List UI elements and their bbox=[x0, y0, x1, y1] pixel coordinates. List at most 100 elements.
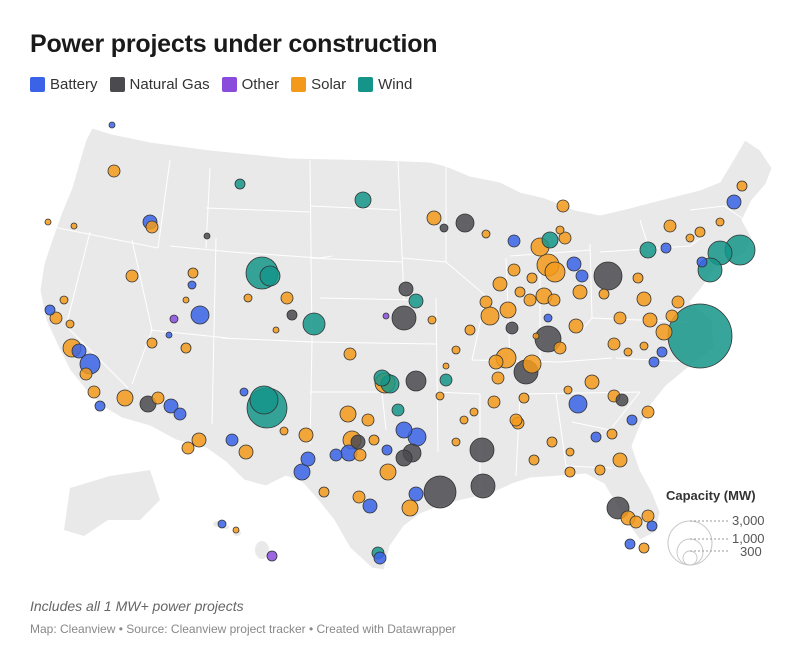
project-bubble[interactable] bbox=[638, 542, 650, 554]
legend-item-solar[interactable]: Solar bbox=[291, 76, 346, 93]
project-bubble[interactable] bbox=[243, 293, 253, 303]
project-bubble[interactable] bbox=[507, 263, 521, 277]
project-bubble[interactable] bbox=[79, 367, 93, 381]
project-bubble[interactable] bbox=[566, 256, 582, 272]
project-bubble[interactable] bbox=[481, 229, 491, 239]
project-bubble[interactable] bbox=[507, 234, 521, 248]
project-bubble[interactable] bbox=[165, 331, 173, 339]
project-bubble[interactable] bbox=[451, 345, 461, 355]
project-bubble[interactable] bbox=[439, 373, 453, 387]
project-bubble[interactable] bbox=[626, 414, 638, 426]
project-bubble[interactable] bbox=[553, 341, 567, 355]
project-bubble[interactable] bbox=[641, 509, 655, 523]
project-bubble[interactable] bbox=[532, 332, 540, 340]
project-bubble[interactable] bbox=[352, 490, 366, 504]
project-bubble[interactable] bbox=[187, 267, 199, 279]
project-bubble[interactable] bbox=[543, 313, 553, 323]
project-bubble[interactable] bbox=[663, 219, 677, 233]
project-bubble[interactable] bbox=[469, 437, 495, 463]
project-bubble[interactable] bbox=[350, 434, 366, 450]
project-bubble[interactable] bbox=[547, 293, 561, 307]
project-bubble[interactable] bbox=[518, 392, 530, 404]
project-bubble[interactable] bbox=[382, 312, 390, 320]
project-bubble[interactable] bbox=[565, 447, 575, 457]
project-bubble[interactable] bbox=[646, 520, 658, 532]
legend-item-other[interactable]: Other bbox=[221, 76, 279, 93]
project-bubble[interactable] bbox=[379, 463, 397, 481]
project-bubble[interactable] bbox=[125, 269, 139, 283]
project-bubble[interactable] bbox=[71, 343, 87, 359]
project-bubble[interactable] bbox=[190, 305, 210, 325]
project-bubble[interactable] bbox=[563, 385, 573, 395]
project-bubble[interactable] bbox=[354, 191, 372, 209]
project-bubble[interactable] bbox=[613, 311, 627, 325]
project-bubble[interactable] bbox=[509, 413, 523, 427]
project-bubble[interactable] bbox=[584, 374, 600, 390]
project-bubble[interactable] bbox=[522, 354, 542, 374]
project-bubble[interactable] bbox=[318, 486, 330, 498]
project-bubble[interactable] bbox=[280, 291, 294, 305]
project-bubble[interactable] bbox=[451, 437, 461, 447]
project-bubble[interactable] bbox=[612, 452, 628, 468]
project-bubble[interactable] bbox=[427, 315, 437, 325]
project-bubble[interactable] bbox=[395, 449, 413, 467]
project-bubble[interactable] bbox=[555, 225, 565, 235]
project-bubble[interactable] bbox=[655, 323, 673, 341]
project-bubble[interactable] bbox=[606, 428, 618, 440]
project-bubble[interactable] bbox=[629, 515, 643, 529]
project-bubble[interactable] bbox=[116, 389, 134, 407]
project-bubble[interactable] bbox=[435, 391, 445, 401]
project-bubble[interactable] bbox=[217, 519, 227, 529]
project-bubble[interactable] bbox=[439, 223, 449, 233]
project-bubble[interactable] bbox=[715, 217, 725, 227]
project-bubble[interactable] bbox=[639, 341, 649, 351]
project-bubble[interactable] bbox=[203, 232, 211, 240]
project-bubble[interactable] bbox=[593, 261, 623, 291]
project-bubble[interactable] bbox=[455, 213, 475, 233]
project-bubble[interactable] bbox=[541, 231, 559, 249]
project-bubble[interactable] bbox=[696, 256, 708, 268]
project-bubble[interactable] bbox=[469, 407, 479, 417]
project-bubble[interactable] bbox=[636, 291, 652, 307]
project-bubble[interactable] bbox=[169, 314, 179, 324]
project-bubble[interactable] bbox=[108, 121, 116, 129]
project-bubble[interactable] bbox=[44, 304, 56, 316]
project-bubble[interactable] bbox=[180, 342, 192, 354]
project-bubble[interactable] bbox=[459, 415, 469, 425]
project-bubble[interactable] bbox=[464, 324, 476, 336]
project-bubble[interactable] bbox=[408, 293, 424, 309]
project-bubble[interactable] bbox=[564, 466, 576, 478]
project-bubble[interactable] bbox=[395, 421, 413, 439]
project-bubble[interactable] bbox=[49, 311, 63, 325]
project-bubble[interactable] bbox=[59, 295, 69, 305]
project-bubble[interactable] bbox=[146, 337, 158, 349]
project-bubble[interactable] bbox=[632, 272, 644, 284]
legend-item-natural-gas[interactable]: Natural Gas bbox=[109, 76, 210, 93]
project-bubble[interactable] bbox=[266, 550, 278, 562]
project-bubble[interactable] bbox=[528, 454, 540, 466]
project-bubble[interactable] bbox=[523, 293, 537, 307]
project-bubble[interactable] bbox=[279, 426, 289, 436]
project-bubble[interactable] bbox=[65, 319, 75, 329]
project-bubble[interactable] bbox=[492, 276, 508, 292]
project-bubble[interactable] bbox=[671, 295, 685, 309]
project-bubble[interactable] bbox=[302, 312, 326, 336]
project-bubble[interactable] bbox=[624, 538, 636, 550]
project-bubble[interactable] bbox=[182, 296, 190, 304]
project-bubble[interactable] bbox=[353, 448, 367, 462]
project-bubble[interactable] bbox=[94, 400, 106, 412]
project-bubble[interactable] bbox=[568, 318, 584, 334]
project-bubble[interactable] bbox=[423, 475, 457, 509]
project-bubble[interactable] bbox=[572, 284, 588, 300]
project-bubble[interactable] bbox=[343, 347, 357, 361]
project-bubble[interactable] bbox=[685, 233, 695, 243]
project-bubble[interactable] bbox=[499, 301, 517, 319]
project-bubble[interactable] bbox=[648, 356, 660, 368]
project-bubble[interactable] bbox=[398, 281, 414, 297]
project-bubble[interactable] bbox=[373, 551, 387, 565]
project-bubble[interactable] bbox=[590, 431, 602, 443]
project-bubble[interactable] bbox=[487, 395, 501, 409]
project-bubble[interactable] bbox=[238, 444, 254, 460]
project-bubble[interactable] bbox=[642, 312, 658, 328]
project-bubble[interactable] bbox=[381, 444, 393, 456]
